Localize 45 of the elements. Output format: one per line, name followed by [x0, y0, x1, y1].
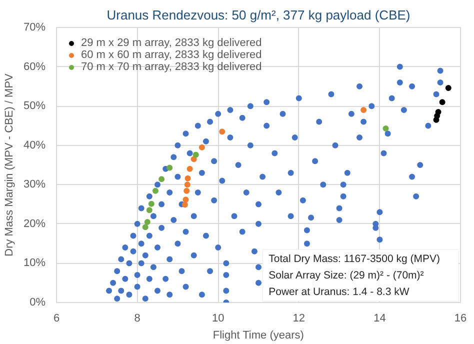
legend-label: 29 m x 29 m array, 2833 kg delivered: [81, 37, 262, 49]
point: [184, 175, 191, 182]
y-tick-label: 20%: [23, 218, 46, 230]
point: [184, 182, 190, 188]
x-tick-label: 14: [374, 312, 386, 324]
annotation: Power at Uranus: 1.4 - 8.3 kW: [268, 286, 410, 298]
y-tick-label: 60%: [23, 60, 46, 73]
x-tick-label: 10: [212, 312, 224, 324]
point: [166, 164, 173, 171]
point: [192, 152, 199, 158]
point: [152, 188, 158, 194]
point: [146, 207, 152, 214]
point: [439, 99, 446, 106]
x-tick-label: 12: [292, 312, 306, 324]
legend-label: 70 m x 70 m array, 2833 kg delivered: [81, 61, 262, 73]
y-tick-label: 0%: [30, 296, 46, 308]
point: [148, 200, 154, 207]
point: [190, 156, 197, 162]
y-tick-label: 40%: [23, 139, 46, 152]
annotation: Total Dry Mass: 1167-3500 kg (MPV): [268, 252, 440, 265]
point: [445, 85, 452, 91]
x-tick-label: 16: [454, 312, 467, 324]
point: [182, 202, 188, 208]
y-tick-label: 50%: [23, 100, 46, 112]
x-axis-title: Flight Time (years): [212, 330, 304, 342]
y-tick-label: 70%: [23, 22, 46, 34]
point: [158, 176, 165, 182]
point: [360, 107, 367, 113]
y-tick-label: 30%: [23, 178, 46, 191]
point: [186, 166, 193, 172]
y-axis-title: Dry Mass Margin (MPV - CBE) / MPV: [3, 72, 16, 256]
point: [184, 188, 190, 194]
x-tick-label: 8: [134, 312, 140, 324]
point: [144, 218, 150, 225]
point: [142, 224, 148, 230]
point: [182, 196, 189, 203]
legend-label: 60 m x 60 m array, 2833 kg delivered: [81, 49, 262, 61]
point: [219, 128, 226, 135]
point: [382, 125, 389, 132]
annotation: Solar Array Size: (29 m)² - (70m)²: [268, 269, 424, 282]
point: [198, 144, 205, 150]
point: [435, 108, 442, 115]
y-tick-label: 10%: [23, 257, 46, 270]
x-tick-label: 6: [53, 312, 60, 324]
chart-title: Uranus Rendezvous: 50 g/m², 377 kg payload (CBE): [106, 8, 410, 22]
